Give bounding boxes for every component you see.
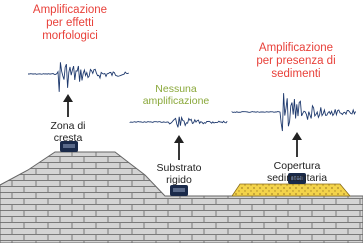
seismogram	[28, 62, 129, 92]
diagram: Amplificazioneper effettimorfologiciNess…	[0, 0, 363, 243]
amplification-label: sedimenti	[271, 68, 320, 80]
seismogram	[232, 93, 356, 131]
amplification-label: Amplificazione	[259, 42, 333, 54]
site-label: rigido	[166, 174, 192, 186]
site-label: Copertura	[274, 160, 321, 172]
amplification-label: amplificazione	[143, 95, 210, 107]
site-label: Substrato	[157, 162, 202, 174]
seismometer	[170, 185, 188, 196]
site-label: Zona di	[50, 120, 85, 132]
amplification-label: per presenza di	[256, 55, 335, 67]
seismogram	[130, 117, 227, 128]
sediment	[232, 184, 350, 196]
amplification-label: Amplificazione	[33, 4, 107, 16]
amplification-label: per effetti	[46, 17, 94, 29]
amplification-label: morfologici	[42, 30, 98, 42]
site-label: cresta	[54, 132, 83, 144]
amplification-label: Nessuna	[155, 83, 197, 95]
site-label: sedimentaria	[267, 172, 327, 184]
